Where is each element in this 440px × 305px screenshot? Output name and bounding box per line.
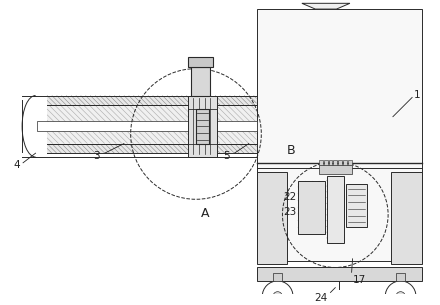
Text: 23: 23 [284,207,297,217]
Text: 5: 5 [223,151,230,161]
Text: 22: 22 [284,192,297,202]
Bar [329,160,332,165]
Circle shape [273,292,282,301]
Bar [188,57,213,67]
Bar [257,267,422,281]
Bar [37,121,257,131]
Bar [326,176,344,243]
Bar [257,172,287,264]
Bar [319,160,323,165]
Bar [47,95,257,105]
Circle shape [385,281,416,305]
Text: 4: 4 [14,160,20,170]
Bar [338,160,342,165]
Bar [343,160,347,165]
Bar [348,160,352,165]
Bar [273,273,282,281]
Text: B: B [287,144,296,157]
Circle shape [262,281,293,305]
Bar [298,181,325,234]
Bar [196,109,209,144]
Bar [334,160,337,165]
Bar [396,273,405,281]
Bar [47,144,257,153]
Text: 3: 3 [93,151,100,161]
Bar [324,160,328,165]
Bar [47,105,257,144]
Bar [191,67,210,95]
Polygon shape [302,3,350,9]
Text: A: A [202,207,210,220]
Bar [391,172,422,264]
Bar [257,9,422,261]
Bar [188,95,217,157]
Text: 1: 1 [414,90,421,99]
Text: 17: 17 [352,275,366,285]
Circle shape [396,292,405,301]
Bar [319,165,352,174]
Text: 24: 24 [314,293,328,303]
Bar [346,184,367,227]
